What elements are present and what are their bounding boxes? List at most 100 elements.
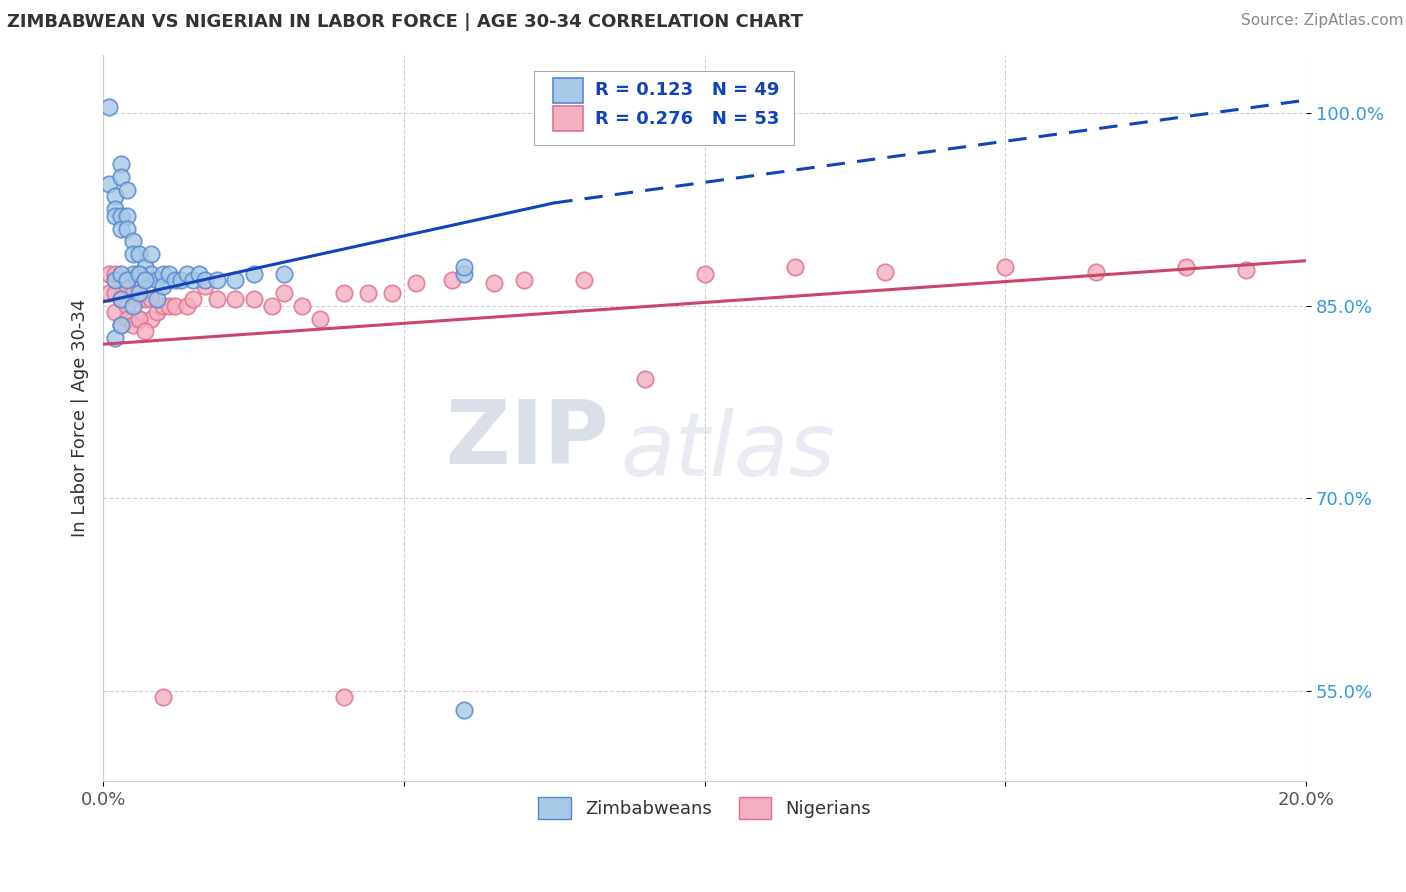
Point: [357, 285, 380, 300]
Point: [104, 273, 127, 287]
Point: [224, 273, 246, 287]
Point: [207, 273, 229, 287]
Point: [783, 260, 806, 274]
Point: [1234, 262, 1257, 277]
Point: [104, 202, 127, 217]
Point: [273, 267, 295, 281]
Point: [110, 170, 132, 185]
Point: [194, 273, 217, 287]
Point: [482, 276, 505, 290]
Point: [115, 299, 138, 313]
Point: [441, 273, 464, 287]
Point: [1174, 260, 1197, 274]
Point: [574, 273, 596, 287]
Text: ZIMBABWEAN VS NIGERIAN IN LABOR FORCE | AGE 30-34 CORRELATION CHART: ZIMBABWEAN VS NIGERIAN IN LABOR FORCE | …: [7, 13, 803, 31]
Point: [152, 279, 174, 293]
Point: [165, 273, 187, 287]
Point: [104, 305, 127, 319]
Point: [405, 276, 427, 290]
Point: [104, 209, 127, 223]
Point: [194, 279, 217, 293]
Point: [115, 273, 138, 287]
Point: [122, 285, 145, 300]
Point: [128, 267, 150, 281]
Point: [273, 285, 295, 300]
Text: R = 0.276   N = 53: R = 0.276 N = 53: [595, 110, 779, 128]
Point: [134, 292, 156, 306]
Point: [157, 267, 180, 281]
Point: [122, 318, 145, 332]
Point: [98, 267, 121, 281]
Point: [104, 285, 127, 300]
Point: [104, 267, 127, 281]
Point: [141, 311, 163, 326]
Point: [381, 285, 404, 300]
Point: [128, 311, 150, 326]
Point: [176, 299, 198, 313]
Point: [122, 267, 145, 281]
Point: [122, 311, 145, 326]
Point: [134, 273, 156, 287]
Point: [110, 221, 132, 235]
Point: [633, 372, 655, 386]
Point: [332, 690, 354, 705]
Point: [98, 285, 121, 300]
Point: [242, 292, 264, 306]
Point: [115, 311, 138, 326]
Text: ZIP: ZIP: [446, 396, 609, 483]
Point: [110, 209, 132, 223]
Point: [110, 318, 132, 332]
Point: [98, 99, 121, 113]
Point: [157, 299, 180, 313]
Text: atlas: atlas: [620, 408, 835, 494]
Point: [115, 183, 138, 197]
Point: [98, 177, 121, 191]
Point: [134, 273, 156, 287]
Point: [183, 273, 205, 287]
Point: [152, 299, 174, 313]
Point: [453, 703, 475, 717]
Point: [146, 273, 169, 287]
Point: [152, 690, 174, 705]
Point: [128, 292, 150, 306]
Point: [128, 267, 150, 281]
Point: [693, 267, 716, 281]
Point: [115, 279, 138, 293]
Point: [128, 247, 150, 261]
Point: [122, 247, 145, 261]
Point: [1084, 265, 1107, 279]
Point: [513, 273, 536, 287]
Point: [176, 267, 198, 281]
Point: [110, 273, 132, 287]
Point: [134, 260, 156, 274]
Point: [291, 299, 314, 313]
Point: [134, 324, 156, 338]
Y-axis label: In Labor Force | Age 30-34: In Labor Force | Age 30-34: [72, 299, 89, 537]
Point: [141, 292, 163, 306]
Point: [183, 292, 205, 306]
Point: [122, 299, 145, 313]
Point: [165, 299, 187, 313]
Point: [110, 292, 132, 306]
Point: [453, 260, 475, 274]
Point: [308, 311, 330, 326]
Point: [141, 247, 163, 261]
Point: [207, 292, 229, 306]
Point: [152, 267, 174, 281]
Point: [110, 267, 132, 281]
Point: [453, 267, 475, 281]
Point: [141, 267, 163, 281]
Point: [104, 189, 127, 203]
Legend: Zimbabweans, Nigerians: Zimbabweans, Nigerians: [531, 790, 879, 826]
Point: [188, 267, 211, 281]
Point: [146, 305, 169, 319]
Point: [242, 267, 264, 281]
Text: Source: ZipAtlas.com: Source: ZipAtlas.com: [1240, 13, 1403, 29]
Point: [170, 273, 193, 287]
Point: [110, 157, 132, 171]
Point: [104, 331, 127, 345]
Point: [875, 265, 897, 279]
Point: [146, 292, 169, 306]
Point: [115, 221, 138, 235]
Point: [332, 285, 354, 300]
